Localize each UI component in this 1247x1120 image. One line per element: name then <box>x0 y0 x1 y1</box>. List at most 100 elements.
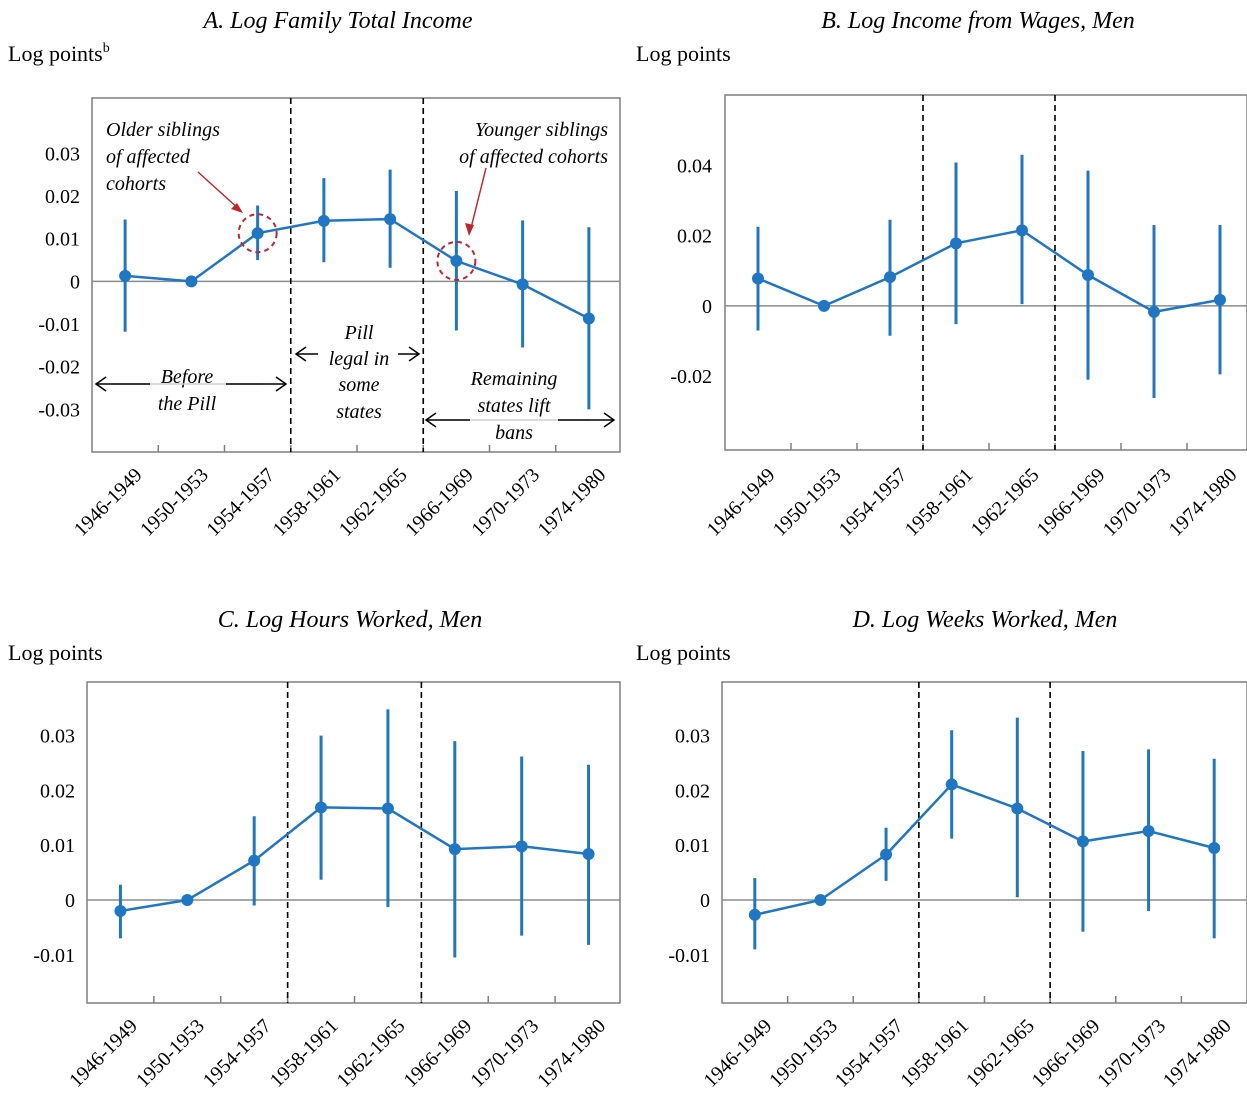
panel-d-series-line <box>754 782 1215 917</box>
panel-b-xtick-label: 1958-1961 <box>901 464 978 541</box>
panel-c-data-point <box>515 840 528 853</box>
panel-d-data-point <box>1076 835 1089 848</box>
annotation-younger-siblings-2: of affected cohorts <box>459 146 608 168</box>
panel-c-xtick-label: 1962-1965 <box>333 1015 410 1092</box>
panel-a-ytick-label: 0 <box>70 271 80 293</box>
panel-b-xtick-label: 1966-1969 <box>1033 464 1110 541</box>
panel-c-ylabel: Log points <box>8 640 103 665</box>
panel-d-plot: 0.03 0.02 0.01 0 -0.01 1946-19491950-19531954… <box>668 681 1247 1092</box>
panel-d-data-point <box>945 778 958 791</box>
panel-a-ylabel-text: Log points <box>8 41 103 66</box>
panel-d-ylabel: Log points <box>636 640 731 665</box>
panel-b-data-point <box>1082 268 1094 281</box>
panel-a-xtick-label: 1950-1953 <box>136 464 213 541</box>
before-pill-arrowhead-left <box>94 376 107 392</box>
panel-b-xtick-label: 1974-1980 <box>1165 464 1242 541</box>
panel-a-xtick-label: 1946-1949 <box>70 464 147 541</box>
panel-a-data-point <box>251 227 264 240</box>
panel-a-xtick-label: 1966-1969 <box>401 464 478 541</box>
panel-a-ytick-label: -0.03 <box>38 399 80 421</box>
pill-legal-arrowhead-left <box>294 346 307 362</box>
panel-b-title: B. Log Income from Wages, Men <box>821 8 1135 34</box>
annotation-older-siblings-2: of affected <box>106 146 191 168</box>
panel-a-ylabel-superscript: b <box>103 41 110 56</box>
panel-a-data-point <box>450 254 463 267</box>
panel-b-ytick-label: -0.02 <box>670 366 712 388</box>
panel-b-xtick-label: 1950-1953 <box>769 464 846 541</box>
panel-c-data-point <box>114 904 127 917</box>
panel-d-xtick-label: 1946-1949 <box>700 1015 777 1092</box>
annotation-pill-legal-1: Pill <box>344 322 374 344</box>
panel-b-frame <box>724 94 1247 451</box>
panel-c-xtick-label: 1970-1973 <box>466 1015 543 1092</box>
panel-d-xtick-label: 1970-1973 <box>1093 1015 1170 1092</box>
panel-b-xtick-label: 1954-1957 <box>835 464 912 541</box>
annotation-before-pill-1: Before <box>161 366 214 388</box>
panel-c-data-point <box>181 894 194 907</box>
annotation-before-pill-2: the Pill <box>158 393 217 415</box>
annotation-older-siblings-1: Older siblings <box>106 119 220 141</box>
panel-c-series-line <box>120 806 589 913</box>
panel-c-frame <box>86 681 621 1004</box>
panel-d-data-point <box>880 848 893 861</box>
panel-b-plot: 0.04 0.02 0 -0.02 1946-19491950-19531954-195… <box>670 94 1247 541</box>
annotation-older-siblings-3: cohorts <box>106 173 166 195</box>
panel-a-frame <box>91 97 621 453</box>
panel-d-data-point <box>748 908 761 921</box>
panel-b-ytick-label: 0.04 <box>677 155 712 177</box>
panel-a-annotations: Older siblings of affected cohorts Young… <box>94 119 616 444</box>
panel-d-ytick-label: 0.03 <box>675 726 710 748</box>
panel-d-xtick-label: 1950-1953 <box>765 1015 842 1092</box>
panel-a-xtick-label: 1958-1961 <box>269 464 346 541</box>
panel-a-data-point <box>119 269 132 282</box>
younger-siblings-arrowhead <box>465 223 474 236</box>
annotation-remaining-states-2: states lift <box>478 395 551 417</box>
panel-d-frame <box>721 681 1247 1004</box>
panel-c-data-point <box>448 843 461 856</box>
panel-a-title: A. Log Family Total Income <box>201 8 472 34</box>
panel-b-series-line <box>757 228 1221 314</box>
panel-c-ytick-label: 0 <box>65 890 75 912</box>
panel-d-ytick-label: 0 <box>700 890 710 912</box>
panel-b-data-point <box>884 271 896 284</box>
panel-d-ytick-label: -0.01 <box>668 945 710 967</box>
panel-c-xtick-label: 1954-1957 <box>199 1015 276 1092</box>
annotation-remaining-states-3: bans <box>495 422 533 444</box>
panel-b-data-point <box>818 299 830 312</box>
panel-c-title: C. Log Hours Worked, Men <box>218 607 482 633</box>
panel-c-xtick-label: 1958-1961 <box>266 1015 343 1092</box>
panel-a-ytick-label: -0.01 <box>38 314 80 336</box>
panel-d-data-point <box>1208 841 1221 854</box>
remaining-states-arrowhead-left <box>424 412 437 428</box>
panel-a-data-point <box>185 275 198 288</box>
panel-c-data-point <box>582 848 595 861</box>
panel-c-plot: 0.03 0.02 0.01 0 -0.01 1946-19491950-19531954… <box>33 681 621 1092</box>
panel-c-ytick-label: 0.03 <box>40 726 75 748</box>
panel-a-xtick-label: 1974-1980 <box>534 464 611 541</box>
panel-a-ytick-label: -0.02 <box>38 357 80 379</box>
panel-a-data-point <box>582 312 595 325</box>
panel-d-xtick-label: 1962-1965 <box>962 1015 1039 1092</box>
panel-c-xtick-label: 1966-1969 <box>400 1015 477 1092</box>
panel-c-ytick-label: 0.01 <box>40 835 75 857</box>
panel-b-xtick-label: 1962-1965 <box>967 464 1044 541</box>
older-siblings-arrow-shaft <box>197 171 241 211</box>
panel-b-data-point <box>1148 305 1160 318</box>
panel-a-data-point <box>516 278 529 291</box>
panel-a-data-point <box>384 213 397 226</box>
panel-a-xtick-label: 1962-1965 <box>335 464 412 541</box>
panel-a-xtick-label: 1970-1973 <box>467 464 544 541</box>
panel-d-xtick-label: 1954-1957 <box>831 1015 908 1092</box>
panel-b-data-point <box>1016 224 1028 237</box>
panel-b-xtick-label: 1970-1973 <box>1099 464 1176 541</box>
panel-a-data-point <box>317 214 330 227</box>
panel-b-xtick-label: 1946-1949 <box>703 464 780 541</box>
panel-a-highlight-circle <box>237 213 278 254</box>
panel-c-xtick-label: 1974-1980 <box>533 1015 610 1092</box>
panel-d-xtick-label: 1974-1980 <box>1159 1015 1236 1092</box>
annotation-pill-legal-2: legal in <box>329 348 390 370</box>
panel-d-xtick-label: 1966-1969 <box>1028 1015 1105 1092</box>
panel-a-series-line <box>124 217 590 320</box>
panel-d-data-point <box>1011 802 1024 815</box>
